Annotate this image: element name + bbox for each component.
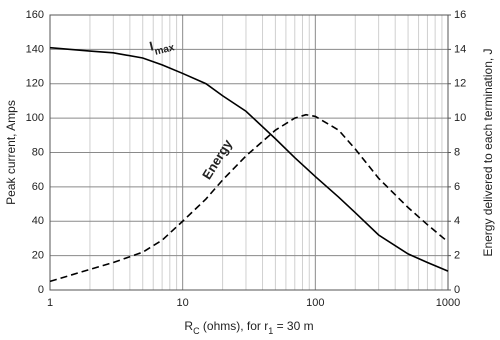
y-tick-label: 80 [32, 146, 44, 158]
plot-frame [49, 14, 449, 291]
x-axis-title-part: C [193, 326, 200, 336]
y2-tick-label: 14 [454, 43, 466, 55]
annotation-part: I [148, 39, 155, 54]
x-axis-title-part: = 30 m [273, 319, 313, 333]
y-tick-label: 100 [26, 112, 44, 124]
y2-tick-label: 12 [454, 78, 466, 90]
y2-tick-label: 6 [454, 181, 460, 193]
x-tick-label: 1000 [436, 297, 460, 309]
y2-tick-label: 2 [454, 250, 460, 262]
y-tick-label: 40 [32, 215, 44, 227]
y-tick-label: 120 [26, 78, 44, 90]
y-tick-label: 140 [26, 43, 44, 55]
y2-tick-label: 0 [454, 284, 460, 296]
x-axis-title-part: 1 [268, 326, 273, 336]
y-tick-label: 0 [38, 284, 44, 296]
x-tick-label: 100 [306, 297, 324, 309]
y2-tick-label: 8 [454, 146, 460, 158]
y2-tick-label: 4 [454, 215, 460, 227]
y-tick-label: 60 [32, 181, 44, 193]
y-tick-label: 160 [26, 9, 44, 21]
y2-tick-label: 16 [454, 9, 466, 21]
x-axis-title-part: R [184, 319, 193, 333]
x-axis-title-part: (ohms), for r [200, 319, 269, 333]
x-tick-label: 1 [47, 297, 53, 309]
y-axis-title: Peak current, Amps [4, 100, 18, 205]
x-axis-title: RC (ohms), for r1 = 30 m [184, 319, 313, 336]
series-line [49, 113, 449, 283]
y2-tick-label: 10 [454, 112, 466, 124]
annotation-part: max [154, 42, 177, 58]
y2-axis-title: Energy delivered to each termination, J [481, 48, 495, 256]
series-annotation: Imax [148, 34, 176, 59]
x-tick-label: 10 [177, 297, 189, 309]
y-tick-label: 20 [32, 250, 44, 262]
series-line [49, 46, 449, 272]
